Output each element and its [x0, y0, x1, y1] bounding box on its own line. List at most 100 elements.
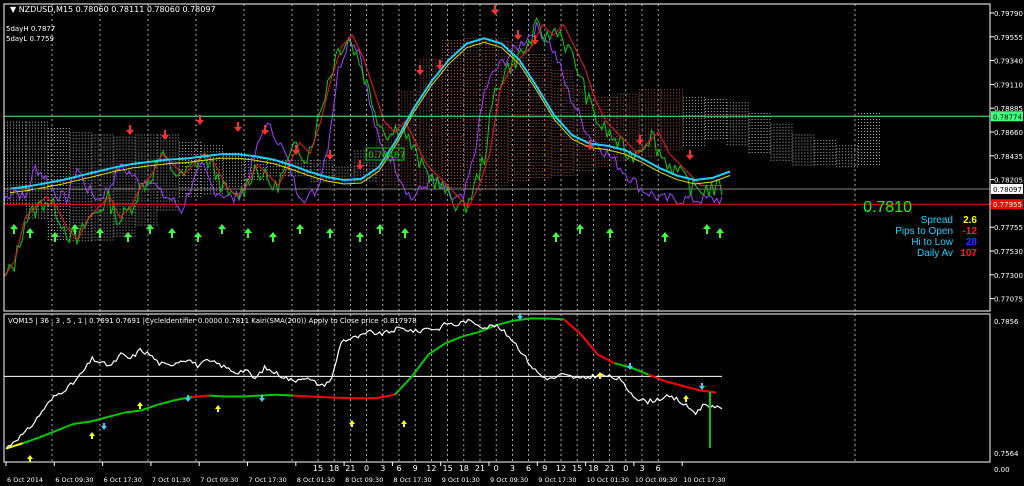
sub-up-arrow [137, 402, 143, 409]
sell-arrow [234, 122, 242, 132]
low-line-tag: 0.77955 [993, 201, 1022, 209]
hour-label: 12 [556, 464, 566, 473]
sell-arrow [531, 35, 539, 45]
chart-header: ▼ NZDUSD,M15 0.78060 0.78111 0.78060 0.7… [10, 5, 216, 14]
sell-arrow [514, 30, 522, 40]
signal-arrows [10, 5, 724, 242]
vqm-segment [665, 380, 683, 387]
date-label: 6 Oct 2014 [7, 476, 43, 484]
info-label: Pips to Open [895, 226, 953, 237]
buy-arrow [376, 224, 384, 234]
vqm-segment [124, 409, 142, 414]
vqm-segment [513, 317, 531, 322]
hour-label: 21 [345, 464, 355, 473]
sub-down-arrow [699, 383, 705, 390]
y-tick-label: 0.79790 [994, 10, 1023, 18]
hour-label: 18 [588, 464, 598, 473]
buy-arrow [71, 224, 79, 234]
buy-arrow [218, 224, 226, 234]
date-label: 8 Oct 01:30 [297, 476, 335, 484]
info-value: 28 [965, 237, 977, 248]
y-tick-label: 0.78435 [994, 153, 1023, 161]
sell-arrow [436, 60, 444, 70]
sell-arrow [196, 115, 204, 125]
vqm-segment [73, 420, 91, 425]
sell-arrow [416, 65, 424, 75]
vqm-segment [242, 394, 260, 398]
date-label: 8 Oct 17:30 [393, 476, 431, 484]
y-tick-label: 0.79555 [994, 34, 1023, 42]
buy-arrow [661, 232, 669, 242]
buy-arrow [51, 232, 59, 242]
ichimoku-cloud [4, 37, 880, 242]
info-value: -12 [962, 226, 977, 237]
sub-up-arrow [597, 372, 603, 379]
buy-arrow [576, 224, 584, 234]
hour-label: 18 [329, 464, 339, 473]
sub-up-arrow [89, 432, 95, 439]
hour-label: 15 [572, 464, 582, 473]
hour-label: 21 [475, 464, 485, 473]
y-tick-label: 0.77075 [994, 296, 1023, 304]
sell-arrow [686, 150, 694, 160]
vqm-segment [445, 335, 463, 345]
hour-label: 21 [605, 464, 615, 473]
high-line-tag: 0.78774 [993, 113, 1022, 121]
y-tick-label: 0.77530 [994, 248, 1023, 256]
vqm-segment [410, 353, 430, 378]
hour-label: 3 [639, 464, 644, 473]
sub-up-arrow [27, 455, 33, 462]
y-tick-label: 0.77755 [994, 224, 1023, 232]
sub-down-arrow [517, 313, 523, 320]
box-label: 0.78487 [368, 151, 405, 161]
sell-arrow [261, 125, 269, 135]
vqm-segment [107, 411, 125, 419]
buy-arrow [194, 232, 202, 242]
hour-label: 3 [380, 464, 385, 473]
vqm-segment [310, 395, 328, 399]
buy-arrow [326, 228, 334, 238]
buy-arrow [96, 228, 104, 238]
buy-arrow [269, 232, 277, 242]
sub-up-arrow [683, 395, 689, 402]
info-row: Pips to Open -12 [870, 226, 980, 237]
sub-header: VQM15 | 36 , 3 , 5 , 1 | 0.7691 0.7691 |… [8, 317, 417, 325]
info-row: Spread 2.6 [870, 215, 980, 226]
date-label: 9 Oct 17:30 [538, 476, 576, 484]
info-label: Spread [920, 215, 953, 226]
vqm-segment [56, 422, 74, 432]
buy-arrow [356, 232, 364, 242]
yellow-line [9, 41, 731, 194]
hour-label: 6 [396, 464, 401, 473]
sell-arrow [636, 135, 644, 145]
info-label: Daily Av [917, 248, 953, 259]
vqm-segment [597, 353, 616, 365]
axes: 0.79790 0.79555 0.79340 0.79110 0.78885 0.786… [3, 3, 1023, 484]
y-tick-label: 0.77300 [994, 272, 1023, 280]
vqm-segment [495, 319, 514, 327]
hour-label: 12 [426, 464, 436, 473]
vqm-segment [208, 394, 226, 398]
buy-arrow [401, 228, 409, 238]
vqm-segment [174, 395, 193, 402]
indicator-lines: 0.78487 [3, 16, 990, 278]
sub-down-arrow [101, 423, 107, 430]
high-line-tag-bg [991, 111, 1023, 122]
bid-tag-bg [991, 183, 1023, 194]
y-tick-label: 0.78660 [994, 129, 1023, 137]
vqm-segment [157, 399, 176, 406]
date-label: 10 Oct 09:30 [635, 476, 677, 484]
sub-y-tick-label: 0.7856 [994, 318, 1019, 326]
sub-down-arrow [259, 395, 265, 402]
vqm-segment [90, 416, 108, 423]
buy-arrow [146, 224, 154, 234]
buy-arrow [124, 232, 132, 242]
y-tick-label: 0.78205 [994, 177, 1023, 185]
buy-arrow [552, 232, 560, 242]
sell-arrow [491, 5, 499, 15]
hour-label: 3 [510, 464, 515, 473]
date-label: 9 Oct 01:30 [442, 476, 480, 484]
date-label: 6 Oct 09:30 [55, 476, 93, 484]
vqm-segment [681, 384, 700, 392]
